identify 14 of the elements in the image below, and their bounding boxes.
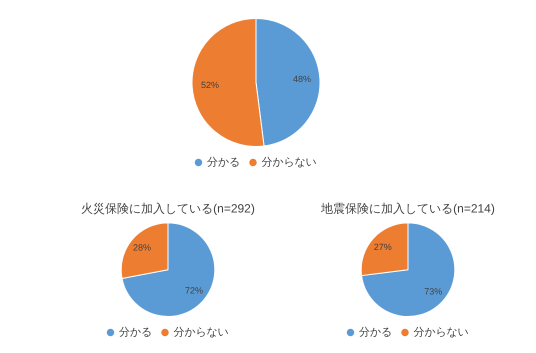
data-label: 52%: [201, 80, 220, 90]
chart-title: 地震保険に加入している(n=214): [320, 202, 495, 216]
data-label: 73%: [424, 286, 442, 296]
legend-label: 分からない: [414, 326, 468, 339]
data-label: 27%: [374, 242, 392, 252]
data-label: 72%: [184, 286, 203, 296]
legend-label: 分からない: [262, 156, 316, 169]
data-label: 48%: [292, 74, 311, 84]
legend-label: 分かる: [359, 326, 392, 339]
legend-label: 分からない: [174, 326, 228, 339]
data-label: 28%: [133, 242, 152, 253]
legend-label: 分かる: [207, 156, 240, 169]
chart-title: 火災保険に加入している(n=292): [81, 202, 255, 216]
legend-label: 分かる: [119, 326, 152, 339]
